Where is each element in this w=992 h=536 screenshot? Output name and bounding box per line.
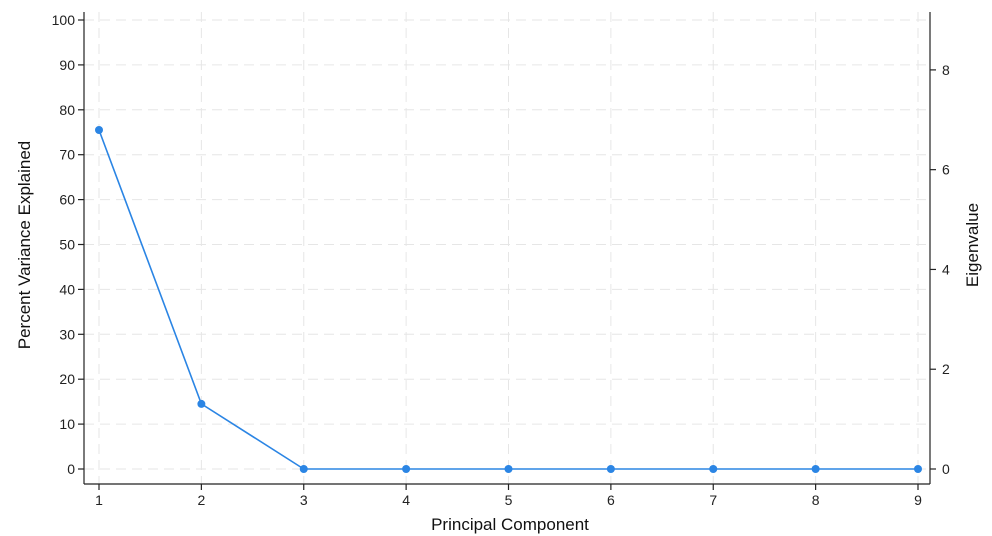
y-tick-label: 90 <box>59 57 75 73</box>
data-point <box>811 465 820 473</box>
y-axis-title: Percent Variance Explained <box>15 141 34 350</box>
data-point <box>504 465 513 473</box>
x-tick-label: 5 <box>505 492 513 508</box>
data-point <box>95 126 103 135</box>
x-tick-label: 8 <box>812 492 820 508</box>
x-tick-label: 9 <box>914 492 922 508</box>
y-tick-label: 60 <box>59 192 75 208</box>
data-point <box>197 399 206 408</box>
y-tick-label: 40 <box>59 281 75 297</box>
data-point <box>402 465 411 473</box>
data-point <box>606 465 615 473</box>
data-point <box>914 465 922 473</box>
y2-tick-label: 0 <box>942 461 950 477</box>
x-axis-title: Principal Component <box>431 515 589 534</box>
y-tick-label: 0 <box>67 461 75 477</box>
axes <box>78 12 936 490</box>
y-tick-label: 70 <box>59 147 75 163</box>
x-tick-label: 7 <box>709 492 717 508</box>
x-tick-label: 2 <box>197 492 205 508</box>
data-point <box>299 465 308 473</box>
y2-tick-label: 8 <box>942 62 950 78</box>
grid-lines <box>84 12 930 484</box>
y2-tick-label: 4 <box>942 261 950 277</box>
x-tick-label: 4 <box>402 492 410 508</box>
y2-tick-label: 2 <box>942 361 950 377</box>
y-tick-label: 30 <box>59 326 75 342</box>
y2-axis-title: Eigenvalue <box>963 203 982 287</box>
y-tick-label: 100 <box>52 12 76 28</box>
data-point <box>709 465 718 473</box>
tick-labels: 0 10 20 30 40 50 60 70 80 90 100 0 2 4 6 8 1 2 3 4 5 6 7 8 9 <box>52 12 950 508</box>
x-tick-label: 1 <box>95 492 103 508</box>
y2-tick-label: 6 <box>942 162 950 178</box>
data-series <box>95 126 922 473</box>
x-tick-label: 3 <box>300 492 308 508</box>
y-tick-label: 20 <box>59 371 75 387</box>
y-tick-label: 80 <box>59 102 75 118</box>
y-tick-label: 50 <box>59 237 75 253</box>
x-tick-label: 6 <box>607 492 615 508</box>
y-tick-label: 10 <box>59 416 75 432</box>
